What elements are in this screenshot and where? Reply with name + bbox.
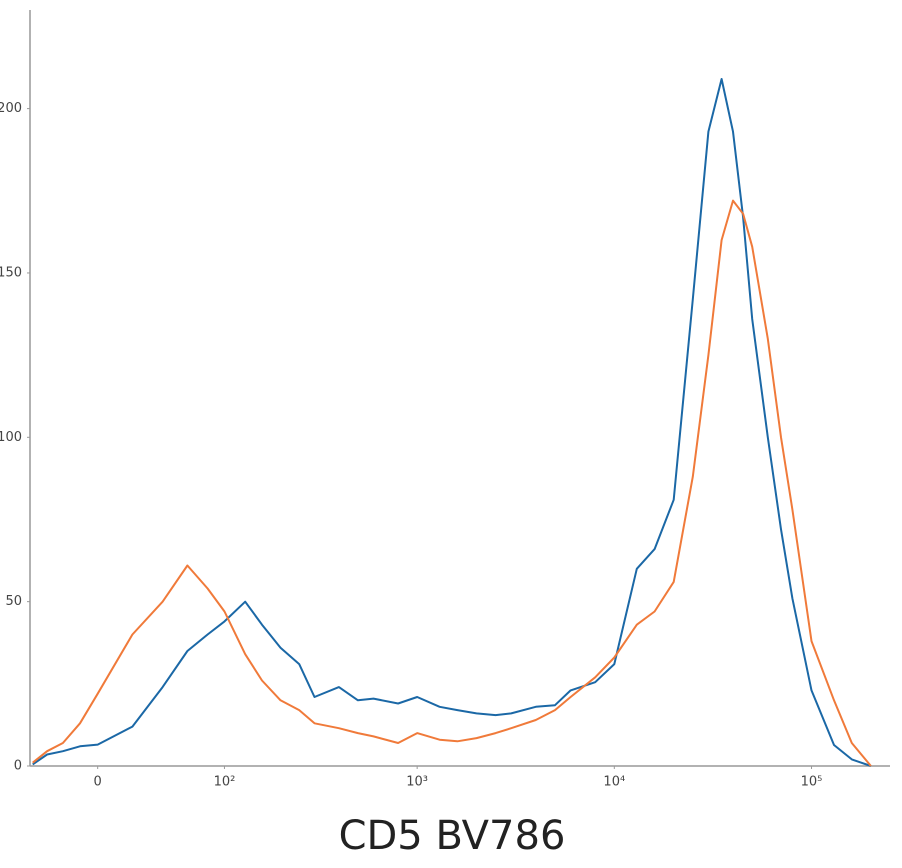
y-tick-label: 100	[0, 430, 22, 445]
x-tick-label: 10²	[214, 775, 236, 790]
y-tick-label: 200	[0, 101, 22, 116]
y-tick-label: 150	[0, 265, 22, 280]
x-tick-label: 0	[94, 775, 102, 790]
x-tick-label: 10⁴	[603, 775, 625, 790]
y-tick-label: 50	[5, 594, 22, 609]
series-line	[32, 78, 872, 767]
x-tick-label: 10⁵	[801, 775, 823, 790]
x-tick-label: 10³	[406, 775, 428, 790]
y-tick-label: 0	[14, 759, 22, 774]
series-line	[32, 199, 872, 767]
chart-title: CD5 BV786	[339, 813, 566, 859]
